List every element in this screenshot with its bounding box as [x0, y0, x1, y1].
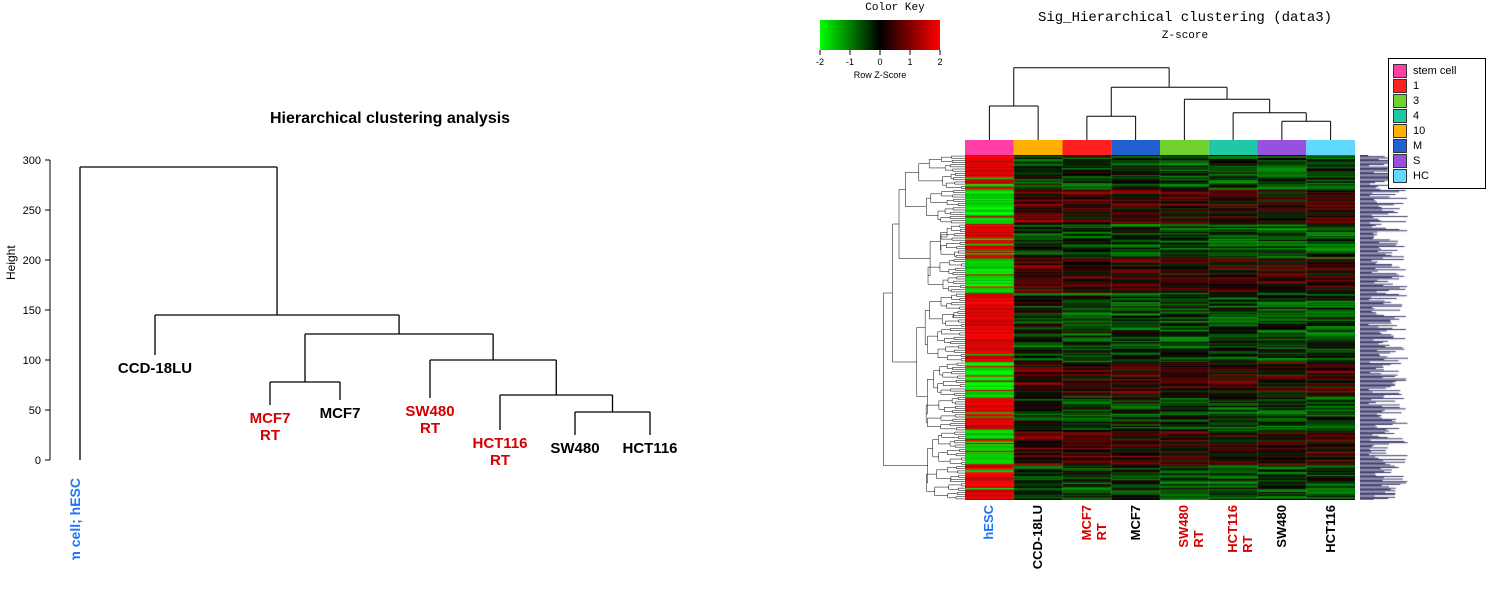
heatmap-col-label-5: HCT116 RT — [1225, 505, 1255, 553]
legend-item: 4 — [1393, 109, 1481, 123]
svg-text:-1: -1 — [846, 57, 854, 67]
svg-text:100: 100 — [23, 355, 41, 367]
row-dendrogram — [815, 155, 965, 500]
heatmap-col-label-4: SW480 RT — [1176, 505, 1206, 548]
heatmap-col-label-1: CCD-18LU — [1030, 505, 1045, 569]
svg-text:150: 150 — [23, 305, 41, 317]
row-label-strip — [1360, 155, 1410, 500]
svg-text:200: 200 — [23, 255, 41, 267]
svg-text:0: 0 — [35, 455, 41, 467]
legend-item: M — [1393, 139, 1481, 153]
legend: stem cell13410MSHC — [1388, 58, 1486, 189]
legend-item: 1 — [1393, 79, 1481, 93]
legend-item: 10 — [1393, 124, 1481, 138]
svg-text:2: 2 — [937, 57, 942, 67]
svg-text:50: 50 — [29, 405, 41, 417]
leaf-label-sw480rt: SW480RT — [405, 403, 454, 437]
svg-text:250: 250 — [23, 205, 41, 217]
column-labels: hESC CCD-18LU MCF7 RT MCF7 SW480 RT HCT116 RT… — [965, 505, 1355, 595]
leaf-label-mcf7rt: MCF7RT — [250, 410, 291, 444]
heatmap-title: Sig_Hierarchical clustering (data3) — [990, 10, 1380, 26]
svg-text:-2: -2 — [816, 57, 824, 67]
heatmap-col-label-0: hESC — [981, 505, 996, 540]
leaf-label-ccd: CCD-18LU — [118, 360, 192, 377]
heatmap-body — [965, 155, 1355, 500]
heatmap-col-label-7: HCT116 — [1323, 505, 1338, 553]
legend-item: 3 — [1393, 94, 1481, 108]
leaf-label-hct116: HCT116 — [622, 440, 677, 457]
svg-text:1: 1 — [907, 57, 912, 67]
heatmap-col-label-3: MCF7 — [1128, 505, 1143, 540]
leaf-label-mcf7: MCF7 — [320, 405, 361, 422]
leaf-label-hesc: Embryonic stem cell; hESC — [67, 478, 83, 560]
color-key-label: Color Key — [835, 2, 955, 14]
column-band — [965, 140, 1355, 155]
heatmap-col-label-2: MCF7 RT — [1079, 505, 1109, 540]
heatmap-subtitle: Z-score — [990, 30, 1380, 42]
legend-item: S — [1393, 154, 1481, 168]
leaf-label-sw480: SW480 — [550, 440, 599, 457]
heatmap-col-label-6: SW480 — [1274, 505, 1289, 548]
heatmap-panel: Color Key -2 -1 0 1 2 Row Z-Score Sig_Hierarc… — [780, 0, 1499, 600]
dendrogram-svg: 0 50 100 150 200 250 300 Embryonic stem cell; h… — [0, 0, 760, 560]
svg-text:300: 300 — [23, 155, 41, 167]
leaf-label-hct116rt: HCT116RT — [472, 435, 527, 469]
column-dendrogram — [965, 55, 1355, 140]
color-key: -2 -1 0 1 2 Row Z-Score — [810, 15, 970, 95]
svg-text:Row Z-Score: Row Z-Score — [854, 70, 907, 80]
dendrogram-panel: Hierarchical clustering analysis Height … — [0, 0, 760, 600]
svg-text:0: 0 — [877, 57, 882, 67]
legend-item: HC — [1393, 169, 1481, 183]
legend-item: stem cell — [1393, 64, 1481, 78]
